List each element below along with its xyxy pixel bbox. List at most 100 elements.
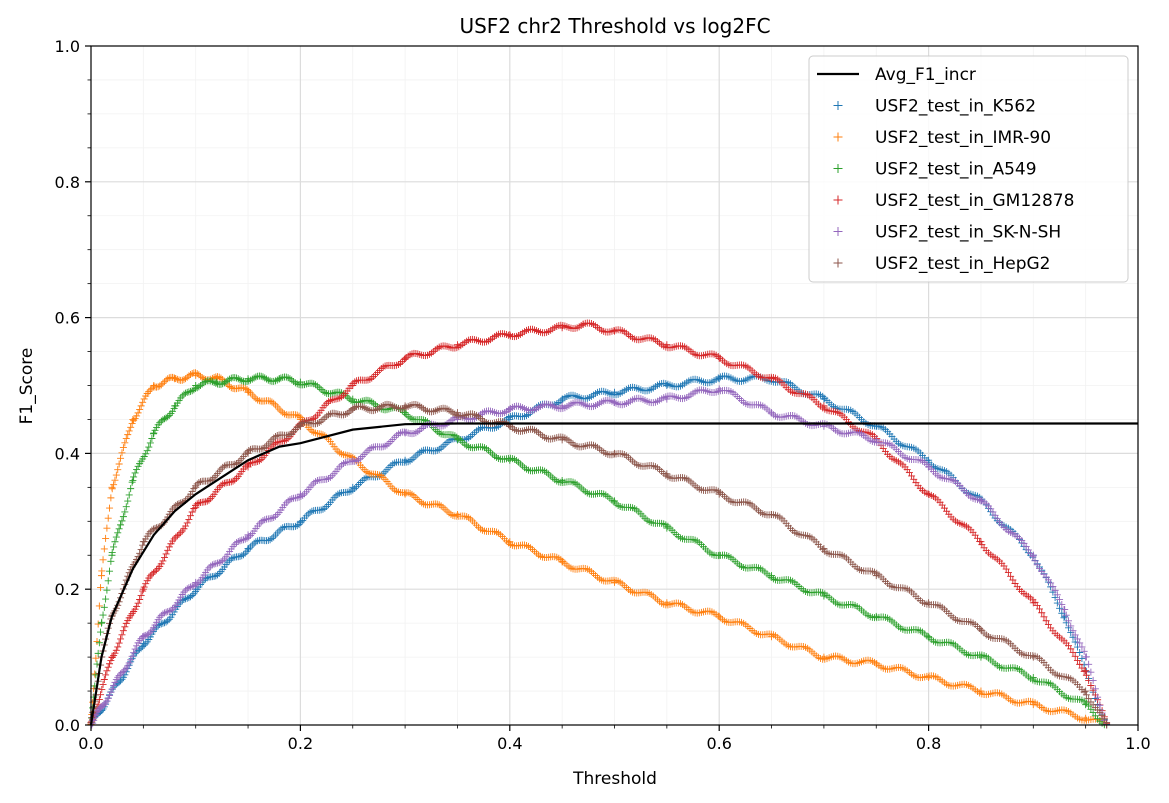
data-point [192, 371, 200, 379]
data-point [97, 572, 105, 580]
data-point [1029, 653, 1037, 661]
data-point [611, 578, 618, 586]
data-point [925, 490, 933, 498]
data-point [401, 429, 409, 437]
data-point [453, 409, 461, 417]
data-point [715, 385, 723, 393]
y-tick-label: 0.2 [55, 580, 80, 599]
data-point [453, 415, 461, 423]
data-point [349, 456, 357, 464]
data-point [244, 375, 252, 383]
data-point [192, 382, 200, 389]
data-point [150, 429, 158, 437]
data-point [925, 673, 933, 681]
data-point [925, 456, 933, 464]
data-point [1061, 606, 1069, 614]
data-point [558, 395, 566, 403]
legend: Avg_F1_incr USF2_test_in_K562 USF2_test_in… [808, 55, 1129, 283]
data-point [171, 375, 179, 383]
data-point [820, 402, 828, 410]
data-point [715, 490, 723, 498]
data-point [506, 415, 514, 423]
data-point [579, 320, 587, 328]
legend-item: USF2_test_in_A549 [833, 160, 1037, 180]
data-point [349, 483, 357, 491]
data-point [139, 640, 147, 648]
x-tick-label: 0.6 [706, 734, 731, 753]
data-point [506, 456, 514, 464]
data-point [663, 599, 671, 607]
data-point [977, 497, 985, 505]
data-point [1061, 612, 1069, 620]
data-point [401, 490, 409, 498]
data-point [925, 599, 933, 607]
legend-label: USF2_test_in_SK-N-SH [875, 223, 1061, 243]
data-point [192, 483, 200, 491]
data-point [715, 612, 723, 620]
legend-item: USF2_test_in_HepG2 [833, 254, 1051, 274]
data-point [558, 324, 566, 332]
data-point [97, 619, 105, 627]
x-tick-label: 1.0 [1125, 734, 1150, 753]
y-tick-label: 0.4 [55, 444, 80, 463]
legend-label: Avg_F1_incr [875, 65, 976, 85]
legend-marker-swatch [833, 227, 843, 236]
data-point [349, 382, 357, 389]
x-tick-label: 0.4 [497, 734, 522, 753]
data-point [171, 402, 179, 410]
data-point [349, 395, 357, 403]
data-point [401, 409, 409, 417]
data-point [244, 531, 252, 539]
data-point [872, 436, 880, 444]
x-axis-label: Threshold [572, 769, 657, 789]
data-point [715, 354, 723, 362]
data-point [108, 551, 116, 559]
data-point [453, 511, 461, 519]
data-point [977, 687, 985, 695]
legend-marker-swatch [833, 258, 843, 268]
data-point [139, 633, 147, 641]
data-point [506, 331, 514, 339]
data-point [401, 402, 409, 410]
data-point [611, 398, 618, 406]
data-point [296, 378, 304, 386]
data-point [663, 470, 671, 478]
data-point [768, 572, 776, 580]
data-point [213, 378, 221, 386]
data-point [558, 402, 566, 410]
data-point [820, 592, 828, 600]
legend-item: USF2_test_in_K562 [833, 97, 1036, 117]
data-point [768, 633, 776, 641]
legend-item: USF2_test_in_IMR-90 [833, 128, 1051, 148]
data-point [192, 504, 200, 512]
data-point [275, 375, 283, 383]
data-point [715, 551, 723, 559]
data-point [129, 415, 137, 423]
data-point [611, 497, 618, 505]
data-point [296, 517, 304, 525]
data-point [663, 524, 671, 532]
data-point [663, 395, 671, 403]
data-point [349, 405, 357, 413]
data-point [977, 538, 985, 546]
data-point [296, 490, 304, 498]
data-point [768, 511, 776, 519]
y-tick-label: 1.0 [55, 37, 80, 56]
data-point [506, 538, 514, 546]
data-point [244, 463, 252, 471]
data-point [663, 341, 671, 349]
data-point [768, 409, 776, 417]
data-point [768, 375, 776, 383]
data-point [558, 436, 566, 444]
legend-item: USF2_test_in_SK-N-SH [833, 223, 1061, 243]
data-point [1082, 701, 1090, 709]
legend-marker-swatch [833, 164, 843, 173]
legend-label: USF2_test_in_HepG2 [875, 254, 1051, 274]
data-point [558, 558, 566, 566]
data-point [453, 436, 461, 444]
legend-label: USF2_test_in_GM12878 [875, 191, 1074, 211]
series-line-Avg_F1_incr [89, 422, 1138, 726]
data-point [150, 382, 158, 389]
data-point [872, 612, 880, 620]
data-point [1082, 687, 1090, 695]
